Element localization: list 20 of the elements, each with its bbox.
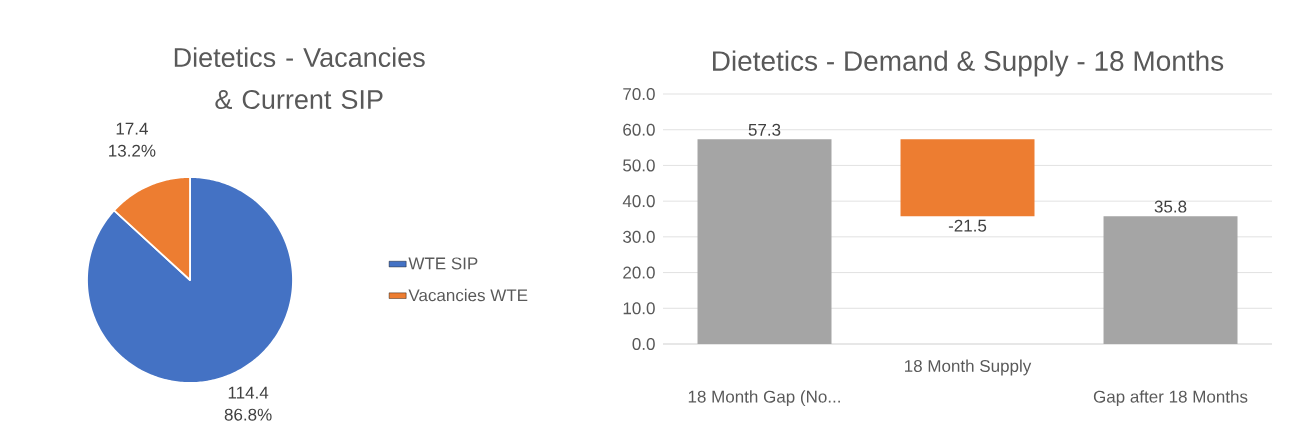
y-tick-label: 60.0 [623,123,655,136]
data-label: -21.5 [948,219,987,232]
y-tick-label: 30.0 [623,230,655,243]
y-tick-label: 70.0 [623,87,655,101]
data-label: 17.4 13.2% [109,122,156,157]
legend-label: WTE SIP [408,257,478,270]
data-label: 114.4 86.8% [224,386,272,421]
data-label: 57.3 [748,123,781,136]
y-tick-label: 0.0 [632,337,655,351]
y-tick-label: 50.0 [623,159,655,172]
x-tick-label: 18 Month Gap (No... [688,390,840,407]
y-tick-label: 40.0 [622,195,655,208]
y-tick-label: 20.0 [623,266,655,279]
legend-label: Vacancies WTE [408,288,528,302]
chart-title: Dietetics - Demand & Supply - 18 Months [713,50,1224,77]
data-label: 35.8 [1154,200,1187,213]
chart-title: Dietetics - Vacancies & Current SIP [174,47,425,110]
x-tick-label: Gap after 18 Months [1093,390,1248,407]
x-tick-label: 18 Month Supply [905,359,1032,376]
y-tick-label: 10.0 [623,302,655,315]
